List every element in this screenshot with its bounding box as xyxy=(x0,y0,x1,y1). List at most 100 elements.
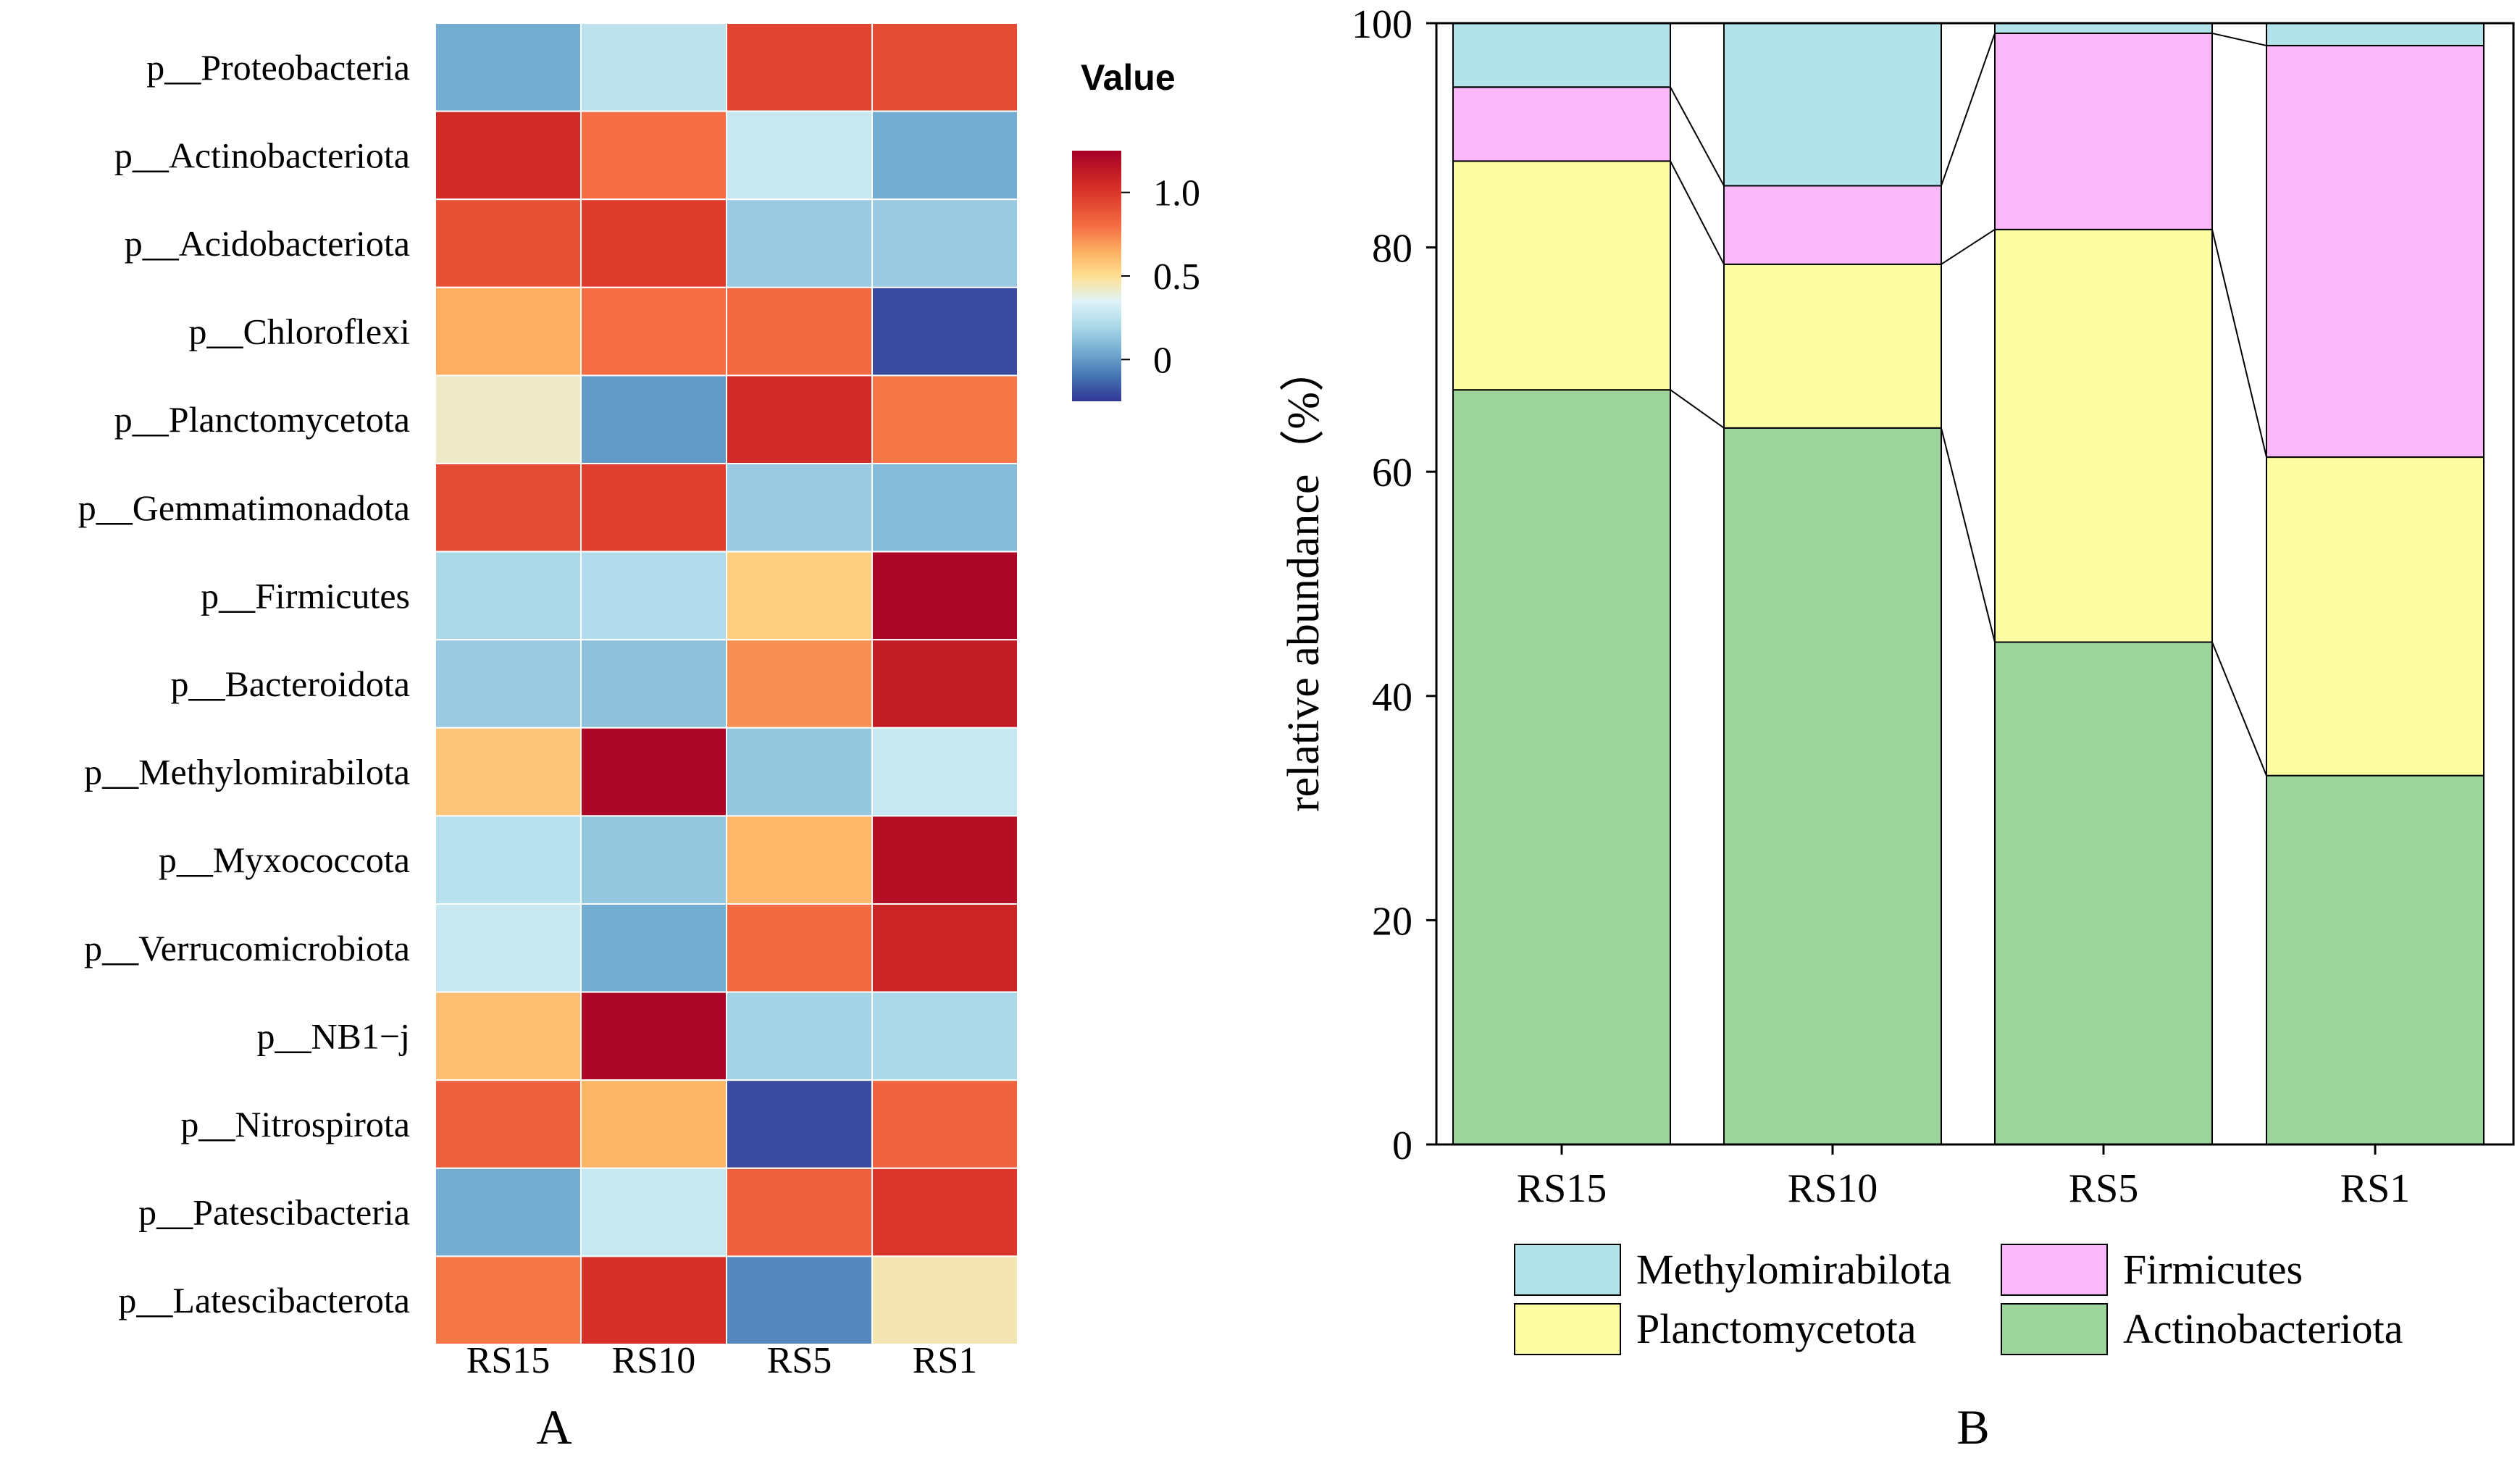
bar-connector-line xyxy=(1670,389,1725,429)
bar-connector-line xyxy=(1941,33,1996,186)
bar-segment xyxy=(1452,160,1671,391)
heatmap-column-label: RS10 xyxy=(612,1340,696,1381)
heatmap-panel: p__Proteobacteria p__Actinobacteriota p__A… xyxy=(78,22,1018,1454)
legend-label: Firmicutes xyxy=(2123,1246,2303,1293)
heatmap-cell xyxy=(435,727,582,817)
bar-segment xyxy=(1723,263,1942,429)
bar-segment xyxy=(1723,427,1942,1145)
heatmap-cell xyxy=(726,551,873,641)
heatmap-row-label: p__Firmicutes xyxy=(201,575,410,616)
heatmap-cell xyxy=(726,815,873,905)
y-tick-label: 40 xyxy=(1372,675,1412,720)
heatmap-cell xyxy=(435,903,582,993)
heatmap-cell xyxy=(580,727,727,817)
bar-connector-line xyxy=(1941,427,1996,642)
bar-segment xyxy=(2266,456,2485,776)
legend-label: Planctomycetota xyxy=(1636,1305,1917,1352)
y-axis-label: relative abundance（%） xyxy=(1279,347,1328,812)
bar-connector-line xyxy=(2211,32,2267,46)
heatmap-cell xyxy=(580,815,727,905)
heatmap-cell xyxy=(871,1255,1018,1346)
heatmap-cell xyxy=(580,22,727,112)
heatmap-row-label: p__Proteobacteria xyxy=(146,47,410,88)
heatmap-cell xyxy=(435,639,582,729)
heatmap-cell xyxy=(726,374,873,465)
bar-segment xyxy=(1994,32,2213,230)
y-tick-label: 60 xyxy=(1372,451,1412,495)
heatmap-cell xyxy=(580,1079,727,1169)
heatmap-cell xyxy=(580,639,727,729)
heatmap-cell xyxy=(580,903,727,993)
legend-swatch xyxy=(1514,1244,1621,1296)
heatmap-cell xyxy=(580,374,727,465)
bar-connector-line xyxy=(1670,160,1725,265)
heatmap-row-label: p__Acidobacteriota xyxy=(125,223,410,264)
bar-segment xyxy=(1994,22,2213,34)
bar-segment xyxy=(2266,44,2485,459)
heatmap-row-label: p__Planctomycetota xyxy=(114,399,410,440)
heatmap-cell xyxy=(871,727,1018,817)
x-tick-label: RS10 xyxy=(1788,1166,1878,1211)
x-tick-label: RS1 xyxy=(2340,1166,2411,1211)
y-tick-label: 80 xyxy=(1372,227,1412,272)
heatmap-row-label: p__NB1−j xyxy=(256,1016,410,1056)
heatmap-cell xyxy=(871,198,1018,288)
heatmap-cell xyxy=(871,22,1018,112)
heatmap-cell xyxy=(726,1079,873,1169)
bar-segment xyxy=(1452,22,1671,88)
bar-segment xyxy=(1994,228,2213,643)
bar-segment xyxy=(1994,641,2213,1145)
colorbar-tick-label: 0.5 xyxy=(1153,256,1200,298)
heatmap-cell xyxy=(871,463,1018,553)
heatmap-cell xyxy=(871,374,1018,465)
heatmap-cell xyxy=(580,1167,727,1257)
heatmap-row-label: p__Nitrospirota xyxy=(180,1104,410,1144)
heatmap-cell xyxy=(580,286,727,377)
heatmap-cell xyxy=(435,1079,582,1169)
heatmap-cell xyxy=(435,22,582,112)
bar-segment xyxy=(1723,22,1942,187)
heatmap-cell xyxy=(726,110,873,201)
heatmap-cell xyxy=(435,110,582,201)
heatmap-row-label: p__Bacteroidota xyxy=(171,663,410,704)
panel-label-b: B xyxy=(1956,1399,1989,1454)
bar-segment xyxy=(1452,389,1671,1145)
heatmap-cell xyxy=(726,991,873,1081)
heatmap-cell xyxy=(580,463,727,553)
heatmap-cell xyxy=(435,374,582,465)
heatmap-cell xyxy=(726,727,873,817)
heatmap-cell xyxy=(580,991,727,1081)
legend-swatch xyxy=(2001,1244,2108,1296)
legend-label: Methylomirabilota xyxy=(1636,1246,1951,1293)
bar-segment xyxy=(1723,185,1942,265)
panel-label-a: A xyxy=(536,1399,572,1454)
bar-connector-line xyxy=(1941,228,1996,265)
x-tick-label: RS15 xyxy=(1517,1166,1607,1211)
y-tick-label: 20 xyxy=(1372,899,1412,944)
bar-connector-line xyxy=(1670,86,1725,186)
legend-label: Actinobacteriota xyxy=(2123,1305,2403,1352)
colorbar-title: Value xyxy=(1081,57,1176,98)
heatmap-cell xyxy=(435,463,582,553)
heatmap-cell xyxy=(580,198,727,288)
heatmap-colorbar: Value 1.0 0.5 0 xyxy=(1072,57,1200,401)
heatmap-row-label: p__Methylomirabilota xyxy=(84,752,410,792)
heatmap-cell xyxy=(580,551,727,641)
heatmap-cell xyxy=(726,903,873,993)
heatmap-column-label: RS15 xyxy=(466,1340,551,1381)
stacked-bar-panel: 0 20 40 60 80 100 RS15 RS10 RS5 RS1 relative abund… xyxy=(1279,2,2515,1454)
heatmap-cell xyxy=(871,286,1018,377)
heatmap-cell xyxy=(435,286,582,377)
heatmap-row-label: p__Myxococcota xyxy=(159,840,410,880)
heatmap-row-label: p__Latescibacterota xyxy=(118,1280,410,1320)
heatmap-cell xyxy=(726,463,873,553)
heatmap-cell xyxy=(871,639,1018,729)
legend-swatch xyxy=(2001,1303,2108,1355)
heatmap-cell xyxy=(871,903,1018,993)
heatmap-cell xyxy=(871,110,1018,201)
colorbar-gradient xyxy=(1072,151,1121,401)
heatmap-row-label: p__Actinobacteriota xyxy=(114,135,410,175)
heatmap-cell xyxy=(726,286,873,377)
y-tick-label: 100 xyxy=(1352,2,1412,47)
